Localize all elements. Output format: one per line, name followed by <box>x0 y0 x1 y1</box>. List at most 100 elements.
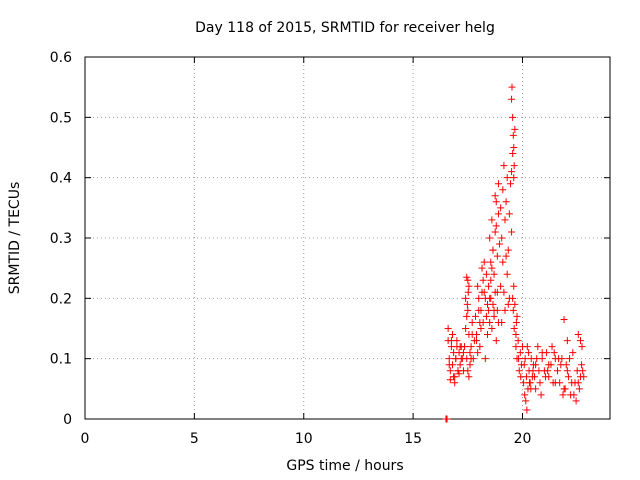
y-tick-label: 0.6 <box>50 50 72 66</box>
data-point <box>523 406 531 414</box>
data-point <box>467 343 475 351</box>
data-point <box>510 144 518 151</box>
data-point <box>481 355 489 363</box>
data-point <box>476 318 484 326</box>
data-point <box>488 325 496 332</box>
data-point <box>557 361 565 369</box>
data-point <box>566 355 574 363</box>
data-point <box>554 367 561 375</box>
data-point <box>463 300 471 308</box>
data-points <box>442 83 588 423</box>
data-point <box>444 325 452 332</box>
data-point <box>512 343 520 351</box>
data-point <box>560 315 568 323</box>
data-point <box>447 337 455 345</box>
x-tick-labels: 0 5 10 15 20 <box>81 431 532 447</box>
data-point <box>489 246 497 254</box>
data-point <box>503 270 511 278</box>
data-point <box>476 343 484 351</box>
data-point <box>538 349 546 357</box>
data-point <box>467 355 475 363</box>
data-point <box>521 355 529 363</box>
y-tick-label: 0.2 <box>50 291 72 307</box>
data-point <box>541 373 549 381</box>
data-point <box>473 331 481 339</box>
data-point <box>465 373 473 381</box>
data-point <box>491 288 499 296</box>
data-point <box>498 318 506 326</box>
data-point <box>516 349 524 357</box>
data-point <box>578 343 586 351</box>
data-point <box>478 264 486 272</box>
data-point <box>523 343 531 351</box>
data-point <box>463 273 471 281</box>
x-tick-label: 15 <box>404 431 422 447</box>
data-point <box>499 186 507 194</box>
data-point <box>497 282 505 290</box>
data-point <box>480 258 488 266</box>
data-point <box>532 361 540 369</box>
data-point <box>468 318 476 326</box>
data-point <box>556 379 564 387</box>
data-point <box>459 349 467 357</box>
data-point <box>455 370 463 378</box>
data-point <box>529 367 537 375</box>
data-point <box>569 349 577 357</box>
data-point <box>537 391 545 399</box>
data-point <box>509 113 517 121</box>
x-tick-label: 0 <box>81 431 90 447</box>
data-point <box>559 391 567 399</box>
data-point <box>509 306 517 314</box>
data-point <box>544 367 552 375</box>
data-point <box>456 361 464 369</box>
data-point <box>497 204 505 212</box>
data-point <box>568 379 576 387</box>
data-point <box>533 355 541 363</box>
chart-title: Day 118 of 2015, SRMTID for receiver hel… <box>195 20 495 36</box>
data-point <box>500 162 508 170</box>
data-point <box>492 222 500 230</box>
data-point <box>508 95 516 103</box>
data-point <box>486 234 494 242</box>
data-point <box>478 288 486 296</box>
x-tick-label: 5 <box>190 431 199 447</box>
data-point <box>561 385 569 393</box>
data-point <box>511 125 519 133</box>
data-point <box>487 276 495 284</box>
y-tick-labels: 0 0.1 0.2 0.3 0.4 0.5 0.6 <box>50 50 72 428</box>
data-point <box>451 379 459 387</box>
data-point <box>579 367 587 375</box>
data-point <box>446 376 454 384</box>
data-point <box>510 325 518 332</box>
data-point <box>509 131 517 139</box>
axis-ticks <box>84 56 610 420</box>
data-point <box>485 306 493 314</box>
data-point <box>473 337 481 345</box>
data-point <box>479 276 487 284</box>
data-point <box>576 337 584 345</box>
grid-lines <box>85 57 610 419</box>
data-point <box>531 373 539 381</box>
data-point <box>494 180 502 188</box>
data-point <box>493 306 501 314</box>
data-point <box>526 379 533 387</box>
data-point <box>477 325 485 332</box>
data-point <box>484 331 491 339</box>
data-point <box>515 355 523 363</box>
data-point <box>464 276 472 284</box>
data-point <box>509 294 517 302</box>
data-point <box>514 337 522 345</box>
data-point <box>482 312 490 320</box>
data-point <box>449 331 456 339</box>
data-point <box>534 343 542 351</box>
data-point <box>446 367 454 375</box>
data-point <box>535 367 543 375</box>
data-point <box>471 312 479 320</box>
data-point <box>491 192 499 200</box>
data-point <box>525 349 533 357</box>
data-point <box>520 361 528 369</box>
data-point <box>520 379 528 387</box>
data-point <box>505 210 513 218</box>
data-point <box>564 373 572 381</box>
